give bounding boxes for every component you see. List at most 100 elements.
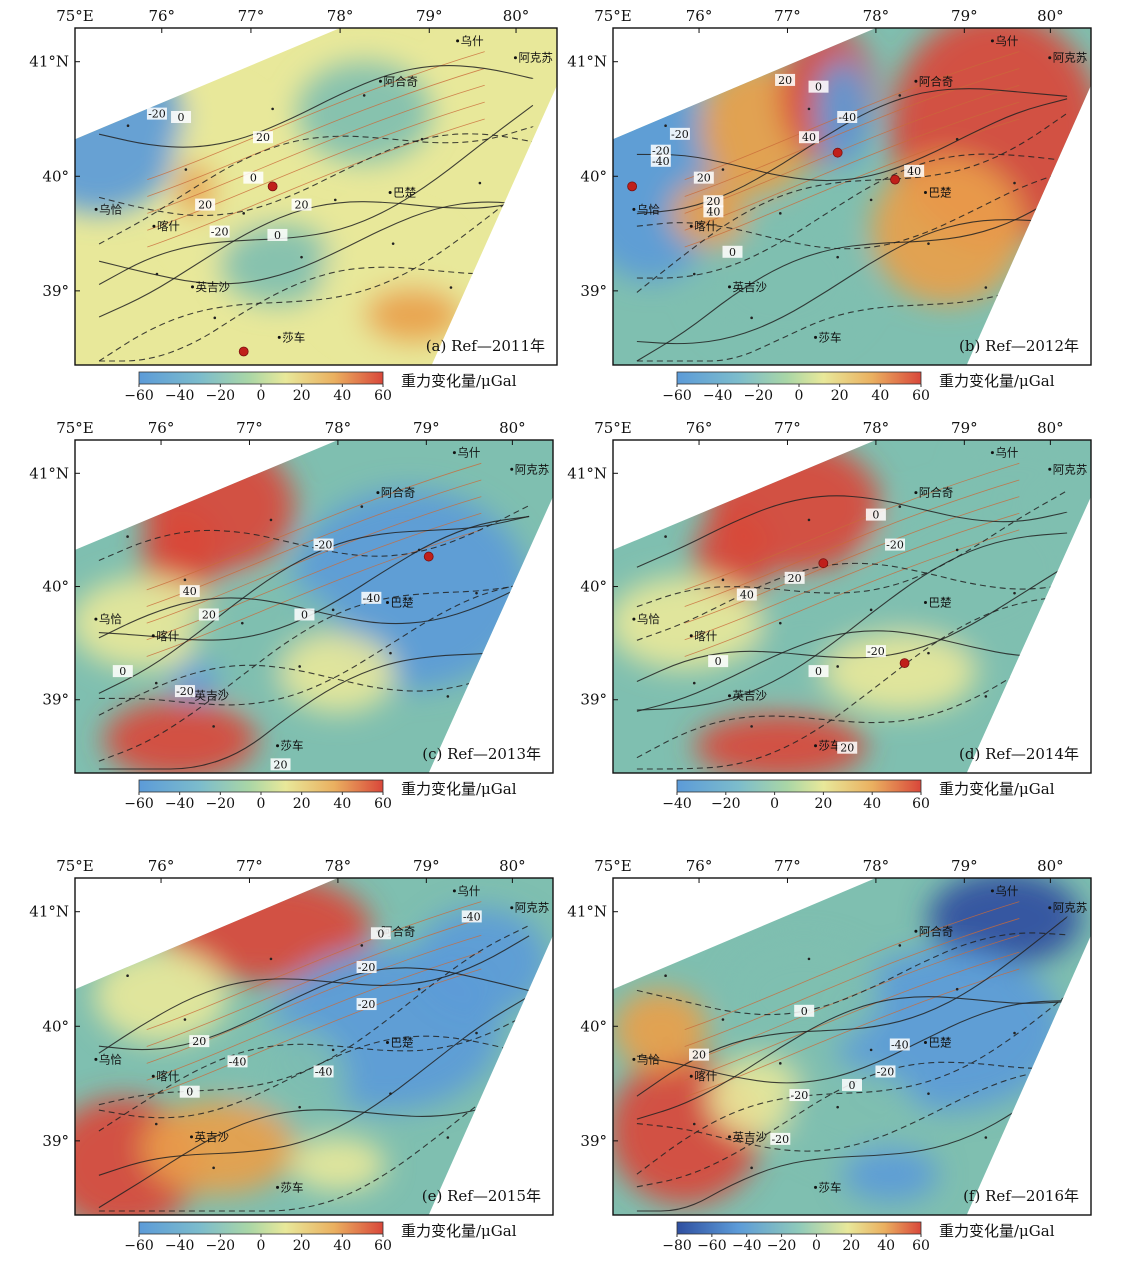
epicenter-marker <box>423 551 434 562</box>
lon-tick-label: 75°E <box>594 857 632 875</box>
epicenter-marker <box>818 558 829 569</box>
contour-label: -20 <box>791 1089 809 1102</box>
contour-label-bg <box>650 144 671 157</box>
station-dot <box>721 578 725 582</box>
station-dot <box>898 505 902 508</box>
anomaly-7 <box>280 633 396 714</box>
contour-label: -40 <box>891 1039 909 1052</box>
place-dot <box>689 1074 693 1078</box>
station-dot <box>478 181 482 185</box>
place-dot <box>923 191 927 194</box>
colorbar-tick-label: −20 <box>767 1238 797 1254</box>
panel-title: (c) Ref—2013年 <box>422 745 541 763</box>
contour-label-bg <box>784 571 805 584</box>
contour-label-bg <box>209 225 230 238</box>
contour-label-bg <box>267 228 288 241</box>
place-dot <box>1048 467 1052 471</box>
colorbar-tick-label: 20 <box>293 388 311 404</box>
lon-tick-label: 80° <box>1037 857 1064 875</box>
station-dot <box>213 316 217 320</box>
place-dot <box>276 1185 280 1189</box>
contour-line <box>98 924 530 1106</box>
anomaly-6 <box>694 713 867 773</box>
anomaly-5 <box>871 156 1025 305</box>
colorbar-label: 重力变化量/μGal <box>939 372 1055 390</box>
contour-label: -40 <box>229 1055 247 1068</box>
lon-tick-label: 79° <box>951 857 978 875</box>
contour-label: 0 <box>250 172 257 185</box>
fault-lines <box>146 901 482 1098</box>
colorbar-tick-label: −20 <box>206 388 236 404</box>
place-dot <box>990 39 994 43</box>
station-dot <box>333 198 337 202</box>
contour-label: 20 <box>697 172 711 185</box>
epicenter-marker <box>899 658 910 669</box>
gravity-field <box>613 440 1091 773</box>
contour-label: 20 <box>692 1049 706 1062</box>
place-label: 阿合奇 <box>919 74 954 88</box>
contour-label-bg <box>313 1065 334 1078</box>
colorbar-label: 重力变化量/μGal <box>939 1222 1055 1240</box>
colorbar-tick-label: −60 <box>124 388 154 404</box>
colorbar-tick-label: −40 <box>165 388 195 404</box>
colorbar-label: 重力变化量/μGal <box>939 780 1055 798</box>
contour-label-bg <box>179 1085 200 1098</box>
colorbar-tick-label: −60 <box>124 1238 154 1254</box>
place-label: 阿克苏 <box>1053 901 1088 915</box>
place-label: 英吉沙 <box>195 1130 230 1144</box>
fault-line <box>684 51 1020 181</box>
station-dot <box>420 137 424 141</box>
place-dot <box>94 207 98 211</box>
place-label: 阿克苏 <box>1053 51 1088 65</box>
lat-tick-label: 39° <box>580 1132 607 1150</box>
station-dot <box>212 1166 215 1170</box>
place-label: 乌什 <box>995 34 1018 48</box>
station-dot <box>154 681 158 685</box>
fault-line <box>684 951 1020 1081</box>
contour-label-bg <box>865 645 886 658</box>
place-label: 阿合奇 <box>919 486 954 500</box>
map-frame <box>74 27 558 366</box>
contour-label-bg <box>693 171 714 184</box>
contour-line <box>636 641 1068 759</box>
place-label: 英吉沙 <box>733 689 768 703</box>
contour-label-bg <box>461 910 482 923</box>
station-dot <box>898 94 902 97</box>
place-label: 阿合奇 <box>383 74 418 88</box>
contour-label-bg <box>770 1132 791 1145</box>
contour-label: 20 <box>778 74 792 87</box>
contour-label-bg <box>198 608 219 621</box>
place-dot <box>510 906 514 910</box>
contour-line <box>636 562 1068 641</box>
place-label: 阿合奇 <box>919 924 954 938</box>
station-dot <box>449 286 453 289</box>
contour-label: 0 <box>715 655 722 668</box>
contour-label-bg <box>313 538 334 551</box>
lon-tick-label: 75°E <box>56 857 94 875</box>
anomaly-7 <box>961 440 1077 507</box>
place-label: 乌恰 <box>637 1052 660 1066</box>
contour-label-bg <box>875 1065 896 1078</box>
station-dot <box>955 548 959 552</box>
colorbar <box>138 1221 384 1235</box>
epicenter-marker <box>238 346 249 357</box>
colorbar-tick-label: 20 <box>831 388 849 404</box>
fault-line <box>684 496 1020 624</box>
place-label: 莎车 <box>819 1180 842 1194</box>
place-label: 喀什 <box>694 219 717 233</box>
colorbar-label: 重力变化量/μGal <box>401 1222 517 1240</box>
colorbar-tick-label: −60 <box>662 388 692 404</box>
station-dot <box>391 242 395 245</box>
contour-label: -40 <box>315 1065 333 1078</box>
lon-tick-label: 80° <box>499 857 526 875</box>
contour-label: 0 <box>178 111 185 124</box>
contour-line <box>98 133 534 217</box>
station-dot <box>446 1136 450 1139</box>
station-dot <box>664 124 667 128</box>
lat-tick-label: 41°N <box>29 53 69 71</box>
station-dot <box>984 695 988 698</box>
station-dot <box>836 1105 839 1109</box>
place-label: 巴楚 <box>390 596 413 610</box>
gravity-field <box>613 878 1091 1215</box>
gravity-field <box>613 28 1091 365</box>
